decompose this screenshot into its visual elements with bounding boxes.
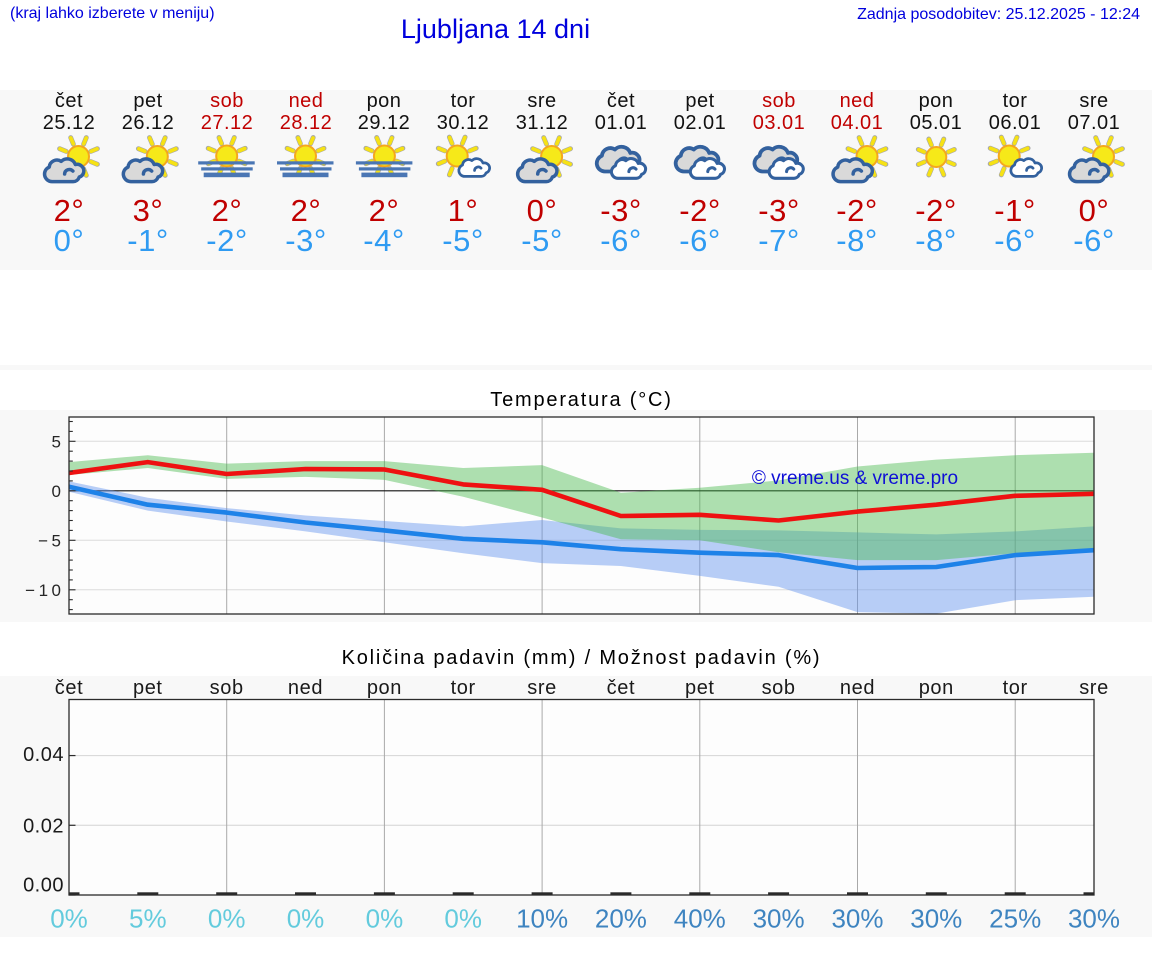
svg-text:5: 5: [52, 432, 65, 451]
svg-text:10%: 10%: [516, 904, 568, 934]
svg-text:© vreme.us & vreme.pro: © vreme.us & vreme.pro: [752, 468, 958, 489]
svg-text:sob: sob: [762, 677, 796, 699]
svg-text:0.00: 0.00: [23, 875, 64, 897]
svg-text:tor: tor: [1003, 677, 1028, 699]
svg-text:sob: sob: [210, 677, 244, 699]
svg-text:0%: 0%: [287, 904, 325, 934]
svg-text:sre: sre: [1079, 677, 1109, 699]
svg-text:ned: ned: [840, 677, 875, 699]
svg-text:pon: pon: [919, 677, 954, 699]
svg-text:5%: 5%: [129, 904, 167, 934]
svg-text:30%: 30%: [753, 904, 805, 934]
svg-text:0%: 0%: [444, 904, 482, 934]
svg-text:0.04: 0.04: [23, 744, 64, 766]
svg-text:−10: −10: [25, 581, 64, 600]
svg-text:0%: 0%: [50, 904, 88, 934]
svg-text:sre: sre: [527, 677, 557, 699]
svg-text:20%: 20%: [595, 904, 647, 934]
svg-text:25%: 25%: [989, 904, 1041, 934]
svg-text:30%: 30%: [1068, 904, 1120, 934]
svg-text:0: 0: [52, 482, 65, 501]
svg-text:0%: 0%: [366, 904, 404, 934]
svg-text:−5: −5: [38, 531, 64, 550]
svg-text:30%: 30%: [910, 904, 962, 934]
svg-text:čet: čet: [55, 677, 83, 699]
svg-text:0%: 0%: [208, 904, 246, 934]
svg-text:30%: 30%: [831, 904, 883, 934]
svg-text:pet: pet: [685, 677, 715, 699]
svg-text:pon: pon: [367, 677, 402, 699]
svg-text:0.02: 0.02: [23, 815, 64, 837]
svg-text:40%: 40%: [674, 904, 726, 934]
svg-text:ned: ned: [288, 677, 323, 699]
svg-text:čet: čet: [607, 677, 635, 699]
svg-text:pet: pet: [133, 677, 163, 699]
svg-text:tor: tor: [451, 677, 476, 699]
